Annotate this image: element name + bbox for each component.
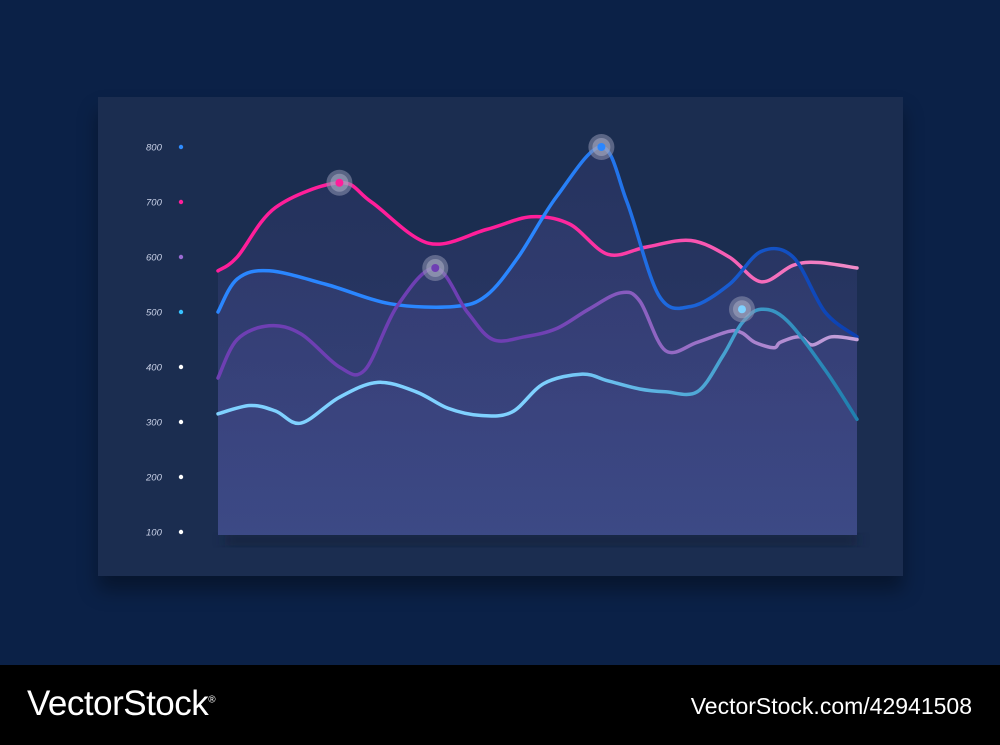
y-tick-label-500: 500 xyxy=(146,308,163,319)
y-tick-dot-600 xyxy=(178,254,184,260)
series-1-line xyxy=(216,181,859,284)
brand-logo: VectorStock® xyxy=(27,684,216,723)
series-3-line xyxy=(216,266,859,380)
y-tick-label-200: 200 xyxy=(145,473,163,484)
y-tick-dot-300 xyxy=(178,419,184,425)
y-tick-label-600: 600 xyxy=(146,253,163,264)
highlight-markers xyxy=(326,134,755,323)
y-axis: 800 700 600 500 400 300 200 100 xyxy=(145,143,184,539)
series-2-peak-point xyxy=(597,143,606,151)
y-tick-dot-800 xyxy=(178,144,184,150)
series-lines xyxy=(216,145,859,426)
y-tick-dot-200 xyxy=(178,474,184,480)
area-fills xyxy=(218,146,857,535)
series-4-peak-point xyxy=(737,305,746,314)
watermark-footer xyxy=(0,665,1000,745)
y-tick-label-100: 100 xyxy=(146,528,163,539)
y-tick-label-300: 300 xyxy=(146,418,163,429)
y-tick-dot-700 xyxy=(178,199,184,205)
series-4-area xyxy=(218,309,857,535)
y-tick-label-700: 700 xyxy=(146,198,163,209)
series-2-line xyxy=(216,145,859,339)
y-tick-dot-400 xyxy=(178,364,184,370)
y-tick-label-800: 800 xyxy=(146,143,163,154)
series-3-peak-point xyxy=(431,264,440,272)
plot-shadow xyxy=(225,534,857,546)
line-chart: 800 700 600 500 400 300 200 100 xyxy=(145,134,859,546)
series-1-peak-point xyxy=(335,178,344,187)
image-reference-url: VectorStock.com/42941508 xyxy=(690,693,972,719)
y-tick-dot-100 xyxy=(178,529,184,535)
y-tick-dot-500 xyxy=(178,309,184,315)
y-tick-label-400: 400 xyxy=(146,363,163,374)
